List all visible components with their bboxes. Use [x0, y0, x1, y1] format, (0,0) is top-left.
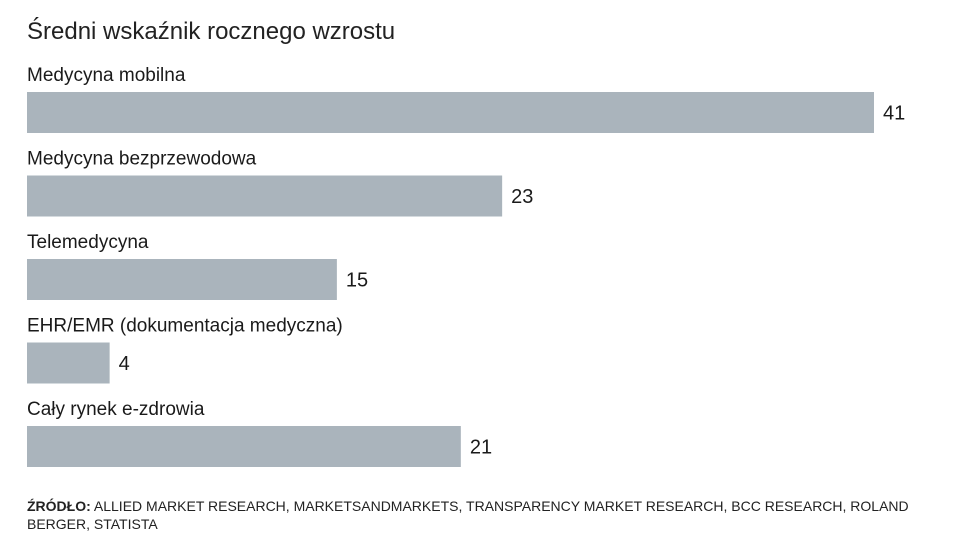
chart-title: Średni wskaźnik rocznego wzrostu	[27, 18, 396, 45]
value-label: 15	[346, 270, 368, 292]
category-label: Telemedycyna	[27, 232, 149, 253]
bar	[27, 92, 874, 133]
category-label: Medycyna mobilna	[27, 65, 186, 86]
bar	[27, 259, 337, 300]
bar	[27, 175, 503, 217]
bar	[27, 426, 461, 467]
value-label: 21	[470, 437, 492, 459]
value-label: 4	[119, 353, 130, 375]
category-label: Cały rynek e-zdrowia	[27, 399, 205, 420]
category-label: EHR/EMR (dokumentacja medyczna)	[27, 316, 343, 337]
category-label: Medycyna bezprzewodowa	[27, 149, 257, 170]
value-label: 41	[883, 103, 905, 125]
bar	[27, 342, 110, 384]
source-text: ALLIED MARKET RESEARCH, MARKETSANDMARKET…	[27, 498, 909, 532]
value-label: 23	[511, 186, 533, 208]
source-note: ŹRÓDŁO: ALLIED MARKET RESEARCH, MARKETSA…	[27, 497, 927, 533]
source-label: ŹRÓDŁO:	[27, 498, 91, 514]
